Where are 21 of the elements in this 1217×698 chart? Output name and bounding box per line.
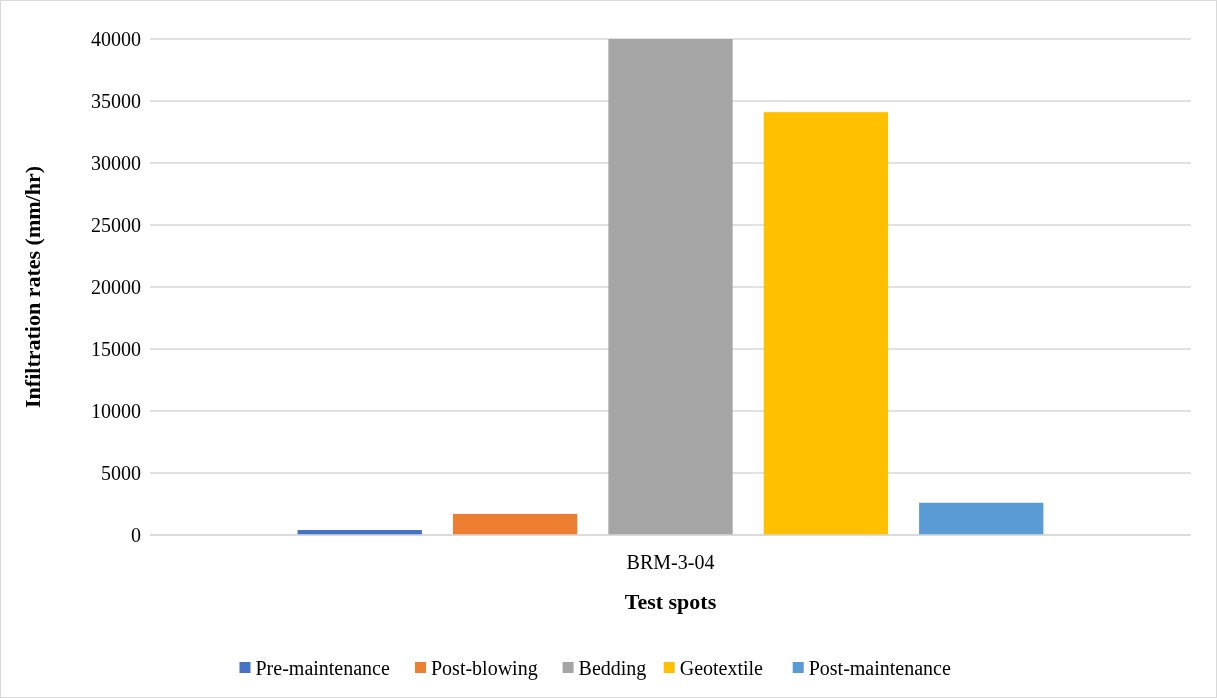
y-tick-label: 35000 <box>91 90 141 112</box>
y-tick-label: 25000 <box>91 214 141 236</box>
y-tick-label: 20000 <box>91 276 141 298</box>
y-tick-label: 0 <box>131 524 141 546</box>
legend-label: Geotextile <box>679 657 764 679</box>
y-tick-label: 5000 <box>101 462 141 484</box>
y-tick-label: 40000 <box>91 28 141 50</box>
x-axis-title: Test spots <box>624 589 717 614</box>
bar <box>763 112 889 535</box>
legend-label: Bedding <box>578 657 647 680</box>
legend-label: Post-blowing <box>431 657 538 680</box>
y-axis-title: Infiltration rates (mm/hr) <box>20 166 45 408</box>
bar <box>452 513 578 535</box>
bar <box>919 502 1044 535</box>
y-tick-label: 30000 <box>91 152 141 174</box>
legend-label: Post-maintenance <box>808 657 951 679</box>
x-tick-label: BRM-3-04 <box>626 551 715 573</box>
y-tick-label: 10000 <box>91 400 141 422</box>
bar <box>608 39 733 535</box>
y-tick-label: 15000 <box>91 338 141 360</box>
legend-label: Pre-maintenance <box>255 657 390 679</box>
